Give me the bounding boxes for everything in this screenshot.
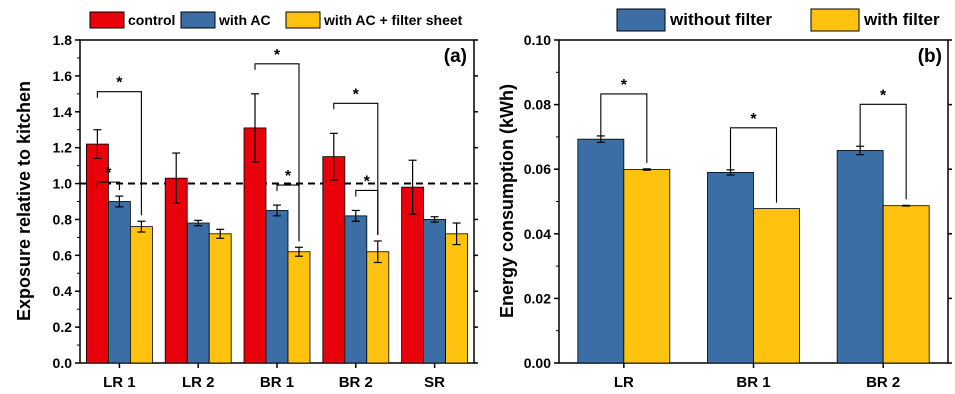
panel-b-significance-bracket — [859, 103, 907, 200]
panel-a-bar-with-ac — [344, 215, 368, 364]
panel-b-bar-without-filter — [577, 138, 625, 364]
panel-b-legend-swatch — [810, 8, 860, 32]
panel-a-y-tick-label: 0.8 — [53, 211, 73, 227]
panel-a-significance-bracket — [254, 63, 300, 242]
panel-a-significance-star: * — [285, 168, 292, 185]
panel-a-category-label: LR 2 — [182, 374, 215, 391]
panel-a-y-tick-label: 1.0 — [53, 176, 73, 192]
panel-a-significance-bracket — [333, 102, 379, 235]
panel-a-label: (a) — [444, 46, 467, 67]
panel-a-legend-label: control — [128, 12, 175, 28]
panel-a-legend-label: with AC — [218, 12, 271, 28]
panel-b-bar-without-filter — [707, 172, 754, 364]
panel-a-bar-with-ac-filter-sheet — [208, 233, 232, 364]
panel-a-y-tick-label: 1.2 — [53, 140, 73, 156]
panel-b-y-tick-label: 0.10 — [524, 32, 551, 48]
panel-a-bar-with-ac-filter-sheet — [129, 226, 153, 364]
panel-a-y-tick-label: 1.4 — [53, 104, 73, 120]
panel-a-category-label: BR 2 — [339, 374, 373, 391]
panel-b-bar-with-filter — [623, 169, 671, 364]
panel-b-legend-label: with filter — [863, 10, 940, 29]
panel-a-bar-with-ac — [423, 219, 447, 364]
panel-b-y-tick-label: 0.02 — [524, 290, 551, 306]
panel-a-legend-swatch — [285, 11, 321, 29]
panel-b-legend-swatch — [616, 8, 666, 32]
panel-a-bar-control — [164, 177, 188, 364]
panel-b-label: (b) — [918, 46, 942, 67]
panel-b-bar-with-filter — [882, 205, 930, 364]
panel-b-category-label: BR 1 — [736, 374, 770, 391]
panel-b-bar-with-filter — [753, 208, 800, 364]
panel-a-category-label: SR — [424, 374, 445, 391]
panel-a-y-tick-label: 1.8 — [53, 32, 73, 48]
panel-a-y-tick-label: 0.4 — [53, 283, 73, 299]
panel-b-y-tick-label: 0.08 — [524, 97, 551, 113]
panel-b-significance-bracket — [600, 93, 648, 163]
panel-a-bar-with-ac — [265, 210, 289, 364]
panel-a-significance-bracket — [355, 189, 379, 235]
panel-a-bar-with-ac-filter-sheet — [287, 251, 311, 364]
panel-a-significance-star: * — [274, 47, 281, 64]
panel-b-y-tick-label: 0.04 — [524, 226, 551, 242]
panel-b-y-axis-title: Energy consumption (kWh) — [497, 84, 517, 318]
panel-b-significance-bracket — [729, 127, 778, 203]
panel-a-y-tick-label: 1.6 — [53, 68, 73, 84]
panel-b-category-label: BR 2 — [866, 374, 900, 391]
panel-a-significance-star: * — [116, 75, 123, 92]
panel-b-category-label: LR — [614, 374, 634, 391]
panel-a-legend-label: with AC + filter sheet — [323, 12, 463, 28]
panel-a-legend-swatch — [180, 11, 216, 29]
panel-a-category-label: BR 1 — [260, 374, 294, 391]
panel-b-bar-without-filter — [836, 150, 884, 364]
panel-b-significance-star: * — [880, 87, 887, 104]
panel-a-y-tick-label: 0.6 — [53, 247, 73, 263]
panel-a-significance-bracket — [96, 181, 120, 191]
panel-a-bar-control — [322, 156, 346, 364]
panel-b-y-tick-label: 0.06 — [524, 161, 551, 177]
panel-a-y-tick-label: 0.2 — [53, 319, 73, 335]
panel-a-bar-control — [243, 127, 267, 364]
panel-a-significance-bracket — [276, 184, 300, 242]
panel-a-bar-with-ac — [186, 222, 210, 364]
panel-b-y-tick-label: 0.00 — [524, 355, 551, 371]
panel-a-significance-star: * — [364, 173, 371, 190]
panel-a-bar-with-ac — [108, 201, 131, 364]
panel-a-bar-with-ac-filter-sheet — [366, 251, 390, 364]
panel-b-significance-star: * — [621, 77, 628, 94]
panel-b-legend-label: without filter — [669, 10, 772, 29]
panel-a-significance-star: * — [353, 86, 360, 103]
panel-a-significance-star: * — [105, 165, 112, 182]
panel-a-legend-swatch — [89, 11, 125, 29]
panel-a-y-axis-title: Exposure relative to kitchen — [14, 81, 34, 321]
panel-a-y-tick-label: 0.0 — [53, 355, 73, 371]
panel-a-category-label: LR 1 — [103, 374, 136, 391]
panel-a-significance-bracket — [96, 91, 142, 216]
panel-b-significance-star: * — [750, 111, 757, 128]
panel-a-bar-with-ac-filter-sheet — [445, 233, 469, 364]
